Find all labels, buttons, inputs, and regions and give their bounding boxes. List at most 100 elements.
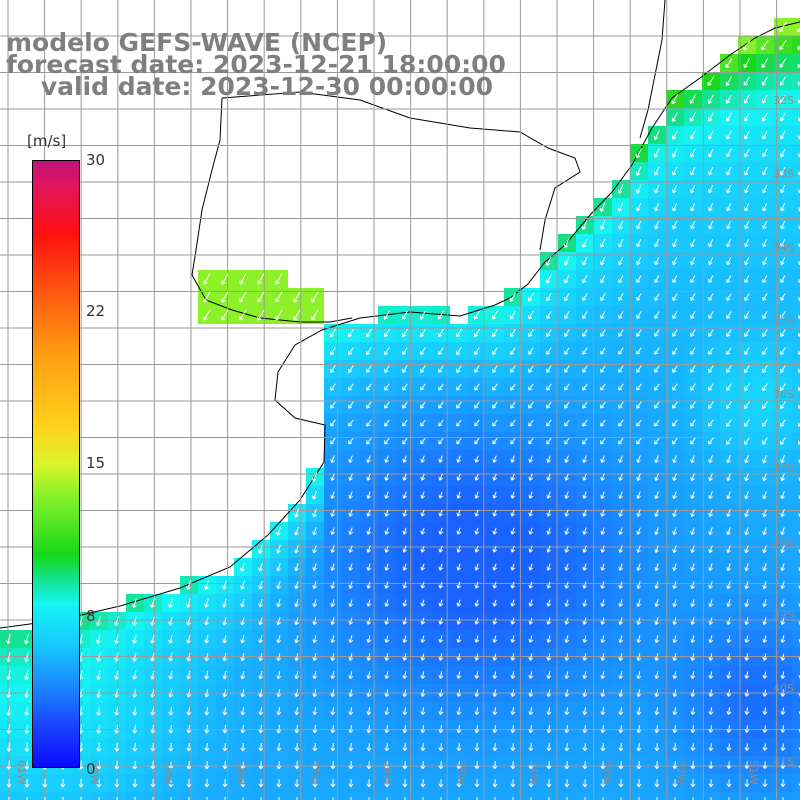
- wind-arrow: [762, 545, 767, 554]
- wind-arrow: [546, 509, 551, 517]
- wind-arrow: [420, 671, 426, 679]
- wind-arrow: [510, 509, 515, 517]
- wind-arrow: [780, 707, 786, 715]
- wind-arrow: [438, 707, 444, 716]
- wind-arrow: [690, 202, 696, 212]
- wind-arrow: [726, 184, 732, 194]
- wind-arrow: [797, 99, 800, 104]
- wind-arrow: [690, 491, 695, 500]
- wind-arrow: [780, 419, 786, 427]
- wind-arrow: [618, 256, 624, 266]
- wind-arrow: [780, 239, 786, 248]
- wind-arrow: [257, 273, 265, 285]
- wind-arrow: [582, 365, 588, 373]
- wind-arrow: [312, 653, 318, 662]
- wind-cell: [306, 792, 324, 800]
- wind-arrow: [474, 599, 480, 607]
- wind-cell: [792, 774, 800, 792]
- wind-arrow: [384, 401, 390, 409]
- wind-arrow: [348, 779, 354, 788]
- wind-arrow: [582, 274, 588, 284]
- wind-cell: [0, 792, 18, 800]
- wind-arrow: [654, 311, 660, 319]
- wind-arrow: [330, 779, 336, 788]
- wind-arrow: [708, 707, 714, 715]
- wind-arrow: [690, 653, 696, 661]
- wind-arrow: [636, 401, 642, 409]
- wind-arrow: [528, 743, 534, 752]
- wind-arrow: [746, 797, 748, 800]
- wind-arrow: [114, 670, 120, 680]
- wind-arrow: [636, 527, 641, 535]
- wind-arrow: [744, 581, 750, 590]
- forecast-date: forecast date: 2023-12-21 18:00:00: [6, 50, 506, 79]
- wind-arrow: [24, 688, 30, 698]
- wind-arrow: [708, 202, 714, 212]
- wind-arrow: [366, 527, 372, 535]
- wind-arrow: [366, 365, 372, 373]
- wind-arrow: [726, 617, 732, 625]
- lon-label: 60W: [88, 760, 101, 785]
- wind-arrow: [528, 635, 534, 643]
- wind-cell: [792, 162, 800, 180]
- wind-arrow: [780, 166, 786, 176]
- wind-arrow: [744, 221, 750, 230]
- wind-cell: [756, 792, 774, 800]
- wind-arrow: [617, 184, 624, 194]
- wind-arrow: [188, 796, 190, 800]
- wind-arrow: [690, 329, 696, 337]
- wind-arrow: [582, 293, 588, 302]
- wind-arrow: [672, 220, 678, 230]
- wind-arrow: [312, 743, 318, 752]
- wind-arrow: [672, 527, 677, 536]
- wind-arrow: [384, 365, 390, 373]
- wind-arrow: [168, 652, 174, 662]
- wind-arrow: [348, 599, 354, 607]
- wind-arrow: [438, 473, 443, 481]
- wind-arrow: [618, 220, 624, 230]
- wind-arrow: [456, 671, 462, 679]
- wind-arrow: [726, 707, 732, 715]
- wind-arrow: [222, 598, 227, 608]
- wind-arrow: [510, 455, 515, 463]
- wind-cell: [792, 630, 800, 648]
- wind-arrow: [294, 725, 300, 734]
- wind-arrow: [204, 688, 210, 698]
- wind-arrow: [168, 598, 173, 608]
- wind-cell: [324, 792, 342, 800]
- wind-arrow: [492, 473, 497, 481]
- wind-arrow: [24, 706, 30, 716]
- wind-arrow: [420, 347, 426, 355]
- wind-arrow: [474, 347, 480, 355]
- wind-arrow: [474, 671, 480, 679]
- wind-arrow: [384, 383, 390, 391]
- wind-arrow: [384, 653, 390, 661]
- wind-arrow: [311, 291, 319, 303]
- wind-arrow: [528, 401, 534, 409]
- wind-arrow: [762, 509, 767, 518]
- wind-arrow: [474, 401, 480, 409]
- wind-arrow: [366, 707, 372, 716]
- wind-arrow: [762, 455, 767, 464]
- wind-arrow: [528, 581, 534, 589]
- wind-arrow: [312, 472, 318, 482]
- wind-arrow: [474, 491, 479, 499]
- wind-arrow: [330, 455, 335, 464]
- wind-arrow: [203, 291, 211, 303]
- wind-cell: [90, 792, 108, 800]
- wind-arrow: [510, 653, 516, 661]
- wind-arrow: [186, 724, 192, 734]
- wind-arrow: [600, 275, 606, 284]
- wind-arrow: [744, 329, 750, 337]
- wind-arrow: [402, 509, 407, 517]
- wind-arrow: [474, 455, 479, 463]
- wind-arrow: [402, 689, 408, 698]
- wind-arrow: [762, 437, 768, 445]
- wind-arrow: [582, 707, 588, 716]
- wind-arrow: [744, 293, 750, 301]
- wind-arrow: [546, 743, 552, 752]
- wind-arrow: [762, 707, 768, 715]
- wind-arrow: [582, 671, 588, 680]
- wind-arrow: [707, 76, 715, 87]
- wind-arrow: [402, 383, 408, 391]
